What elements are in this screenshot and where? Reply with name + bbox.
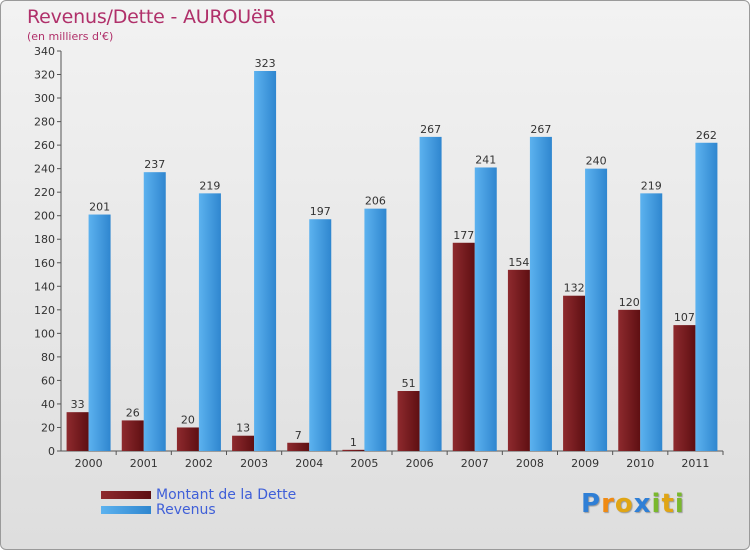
data-label-dette: 132 [564,282,585,295]
data-label-revenus: 267 [530,123,551,136]
data-label-dette: 154 [508,256,529,269]
y-tick-label: 80 [41,351,55,364]
y-tick-label: 120 [34,304,55,317]
proxiti-logo: Proxiti [581,489,685,519]
bar-dette [507,269,530,451]
logo-letter: i [674,489,685,519]
logo-letter: o [614,489,634,519]
x-tick-label: 2009 [571,457,599,470]
x-tick-label: 2004 [295,457,323,470]
y-tick-label: 100 [34,327,55,340]
data-label-dette: 20 [181,413,195,426]
data-label-dette: 33 [71,398,85,411]
bar-dette [121,420,144,451]
chart-title: Revenus/Dette - AUROUëR [27,6,276,28]
data-label-dette: 1 [350,436,357,449]
logo-letter: i [651,489,662,519]
data-label-revenus: 262 [696,129,717,142]
data-label-dette: 7 [295,429,302,442]
data-label-dette: 177 [453,229,474,242]
data-label-dette: 107 [674,311,695,324]
x-tick-label: 2011 [681,457,709,470]
bar-revenus [143,172,166,452]
bar-dette [287,442,310,451]
x-tick-label: 2005 [350,457,378,470]
bar-revenus [474,167,497,451]
x-tick-label: 2006 [406,457,434,470]
y-tick-label: 140 [34,280,55,293]
y-tick-label: 260 [34,139,55,152]
y-tick-label: 40 [41,398,55,411]
x-tick-label: 2007 [461,457,489,470]
bar-dette [66,412,89,451]
bar-revenus [364,208,387,451]
x-tick-label: 2002 [185,457,213,470]
y-tick-label: 300 [34,92,55,105]
data-label-dette: 26 [126,406,140,419]
bar-dette [232,435,255,451]
data-label-dette: 51 [402,377,416,390]
y-tick-label: 200 [34,210,55,223]
y-tick-label: 340 [34,45,55,58]
bar-dette [563,295,586,451]
legend-swatch-revenus [101,506,151,514]
data-label-revenus: 197 [310,205,331,218]
bar-revenus [640,193,663,451]
data-label-revenus: 219 [199,179,220,192]
bar-revenus [585,168,608,451]
bar-revenus [254,71,277,451]
bar-revenus [198,193,221,451]
y-tick-label: 60 [41,374,55,387]
data-label-revenus: 267 [420,123,441,136]
legend-label-dette: Montant de la Dette [156,487,297,503]
bar-dette [618,309,641,451]
data-label-revenus: 201 [89,201,110,214]
x-tick-label: 2001 [130,457,158,470]
data-label-revenus: 219 [641,179,662,192]
bar-dette [452,242,475,451]
data-label-dette: 13 [236,422,250,435]
logo-letter: t [661,489,675,519]
bar-dette [673,325,696,451]
logo-letter: P [581,489,602,519]
bar-dette [397,391,420,451]
chart-subtitle: (en milliers d'€) [27,30,114,43]
bar-revenus [419,136,442,451]
bar-dette [342,449,365,451]
y-tick-label: 240 [34,163,55,176]
legend-label-revenus: Revenus [156,502,216,518]
data-label-revenus: 206 [365,195,386,208]
x-tick-label: 2003 [240,457,268,470]
y-tick-label: 180 [34,233,55,246]
data-label-revenus: 240 [586,155,607,168]
x-tick-label: 2008 [516,457,544,470]
data-label-revenus: 323 [255,57,276,70]
bar-dette [176,427,199,451]
x-tick-label: 2010 [626,457,654,470]
x-tick-label: 2000 [75,457,103,470]
logo-letter: r [601,489,615,519]
logo-letter: x [633,489,652,519]
y-tick-label: 160 [34,257,55,270]
legend-swatch-dette [101,491,151,499]
y-tick-label: 320 [34,69,55,82]
y-tick-label: 220 [34,186,55,199]
bar-revenus [695,142,718,451]
y-tick-label: 0 [48,445,55,458]
bar-revenus [529,136,552,451]
data-label-dette: 120 [619,296,640,309]
y-tick-label: 20 [41,421,55,434]
bar-revenus [88,214,111,451]
data-label-revenus: 241 [475,153,496,166]
data-label-revenus: 237 [144,158,165,171]
bar-revenus [309,219,332,451]
y-tick-label: 280 [34,116,55,129]
